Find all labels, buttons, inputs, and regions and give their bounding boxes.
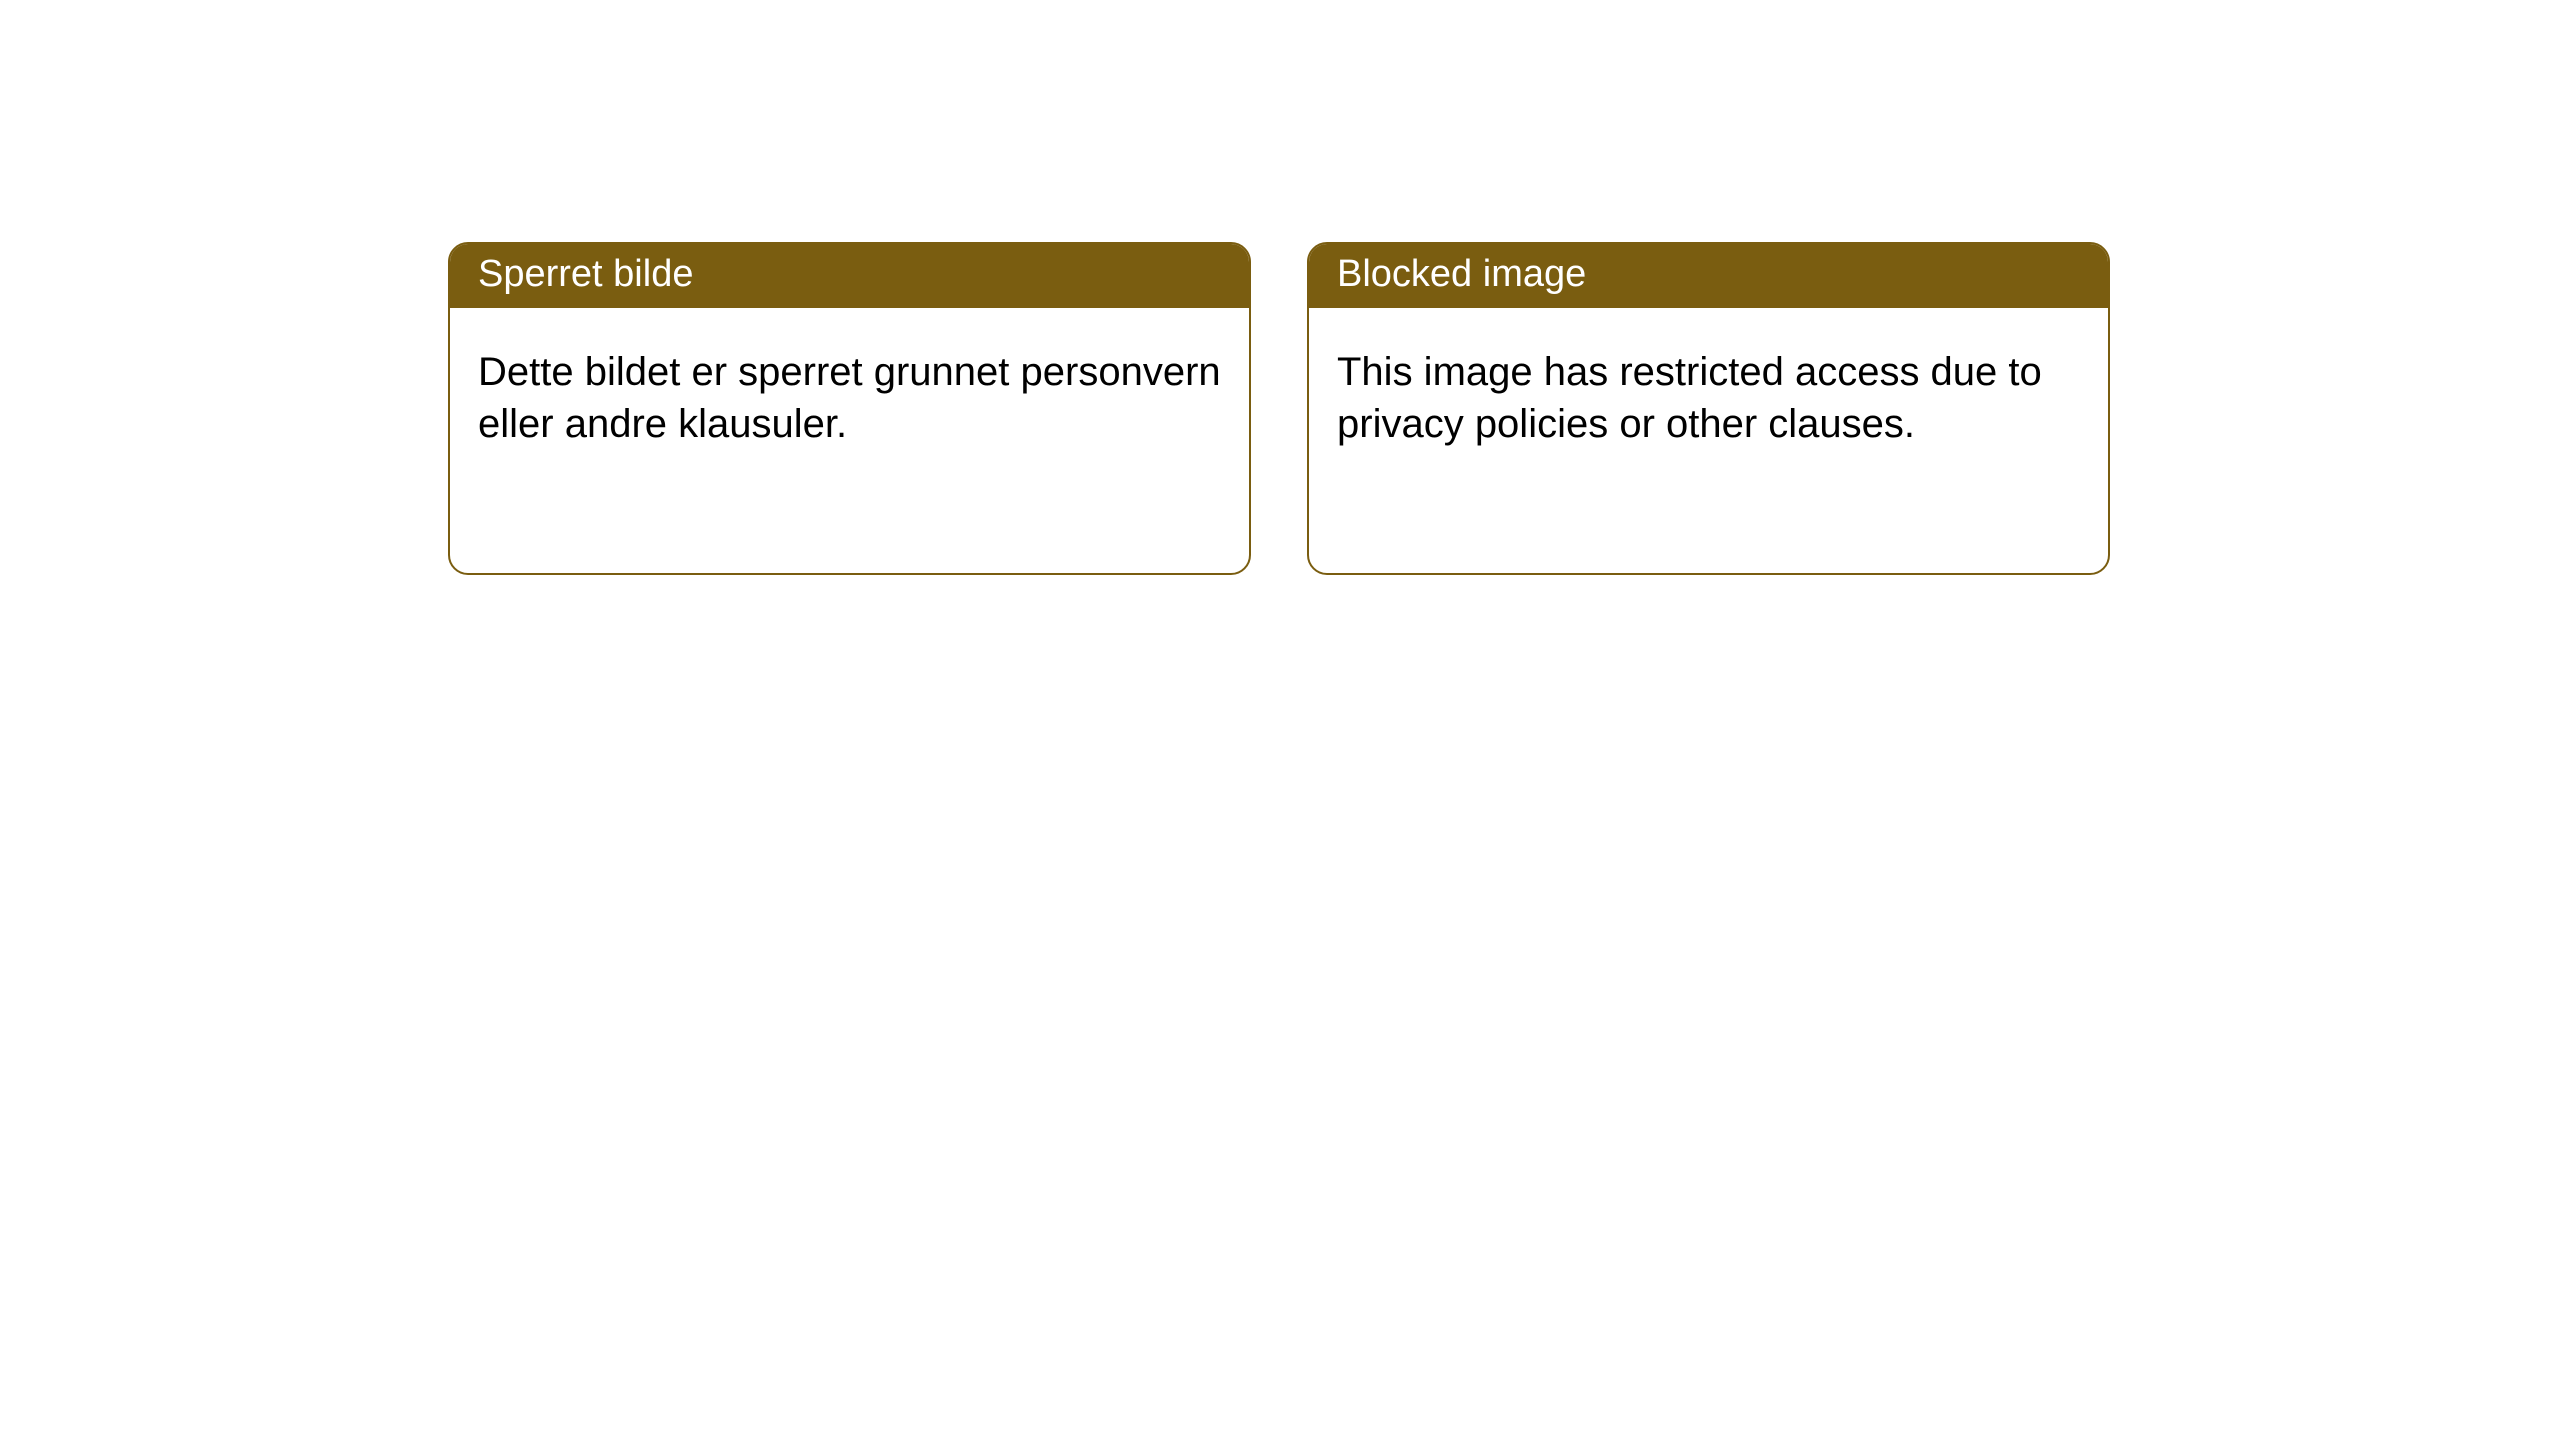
notice-container: Sperret bilde Dette bildet er sperret gr… [0, 0, 2560, 575]
notice-body: Dette bildet er sperret grunnet personve… [450, 308, 1249, 478]
notice-title: Blocked image [1309, 244, 2108, 308]
notice-card-norwegian: Sperret bilde Dette bildet er sperret gr… [448, 242, 1251, 575]
notice-title: Sperret bilde [450, 244, 1249, 308]
notice-body: This image has restricted access due to … [1309, 308, 2108, 478]
notice-card-english: Blocked image This image has restricted … [1307, 242, 2110, 575]
